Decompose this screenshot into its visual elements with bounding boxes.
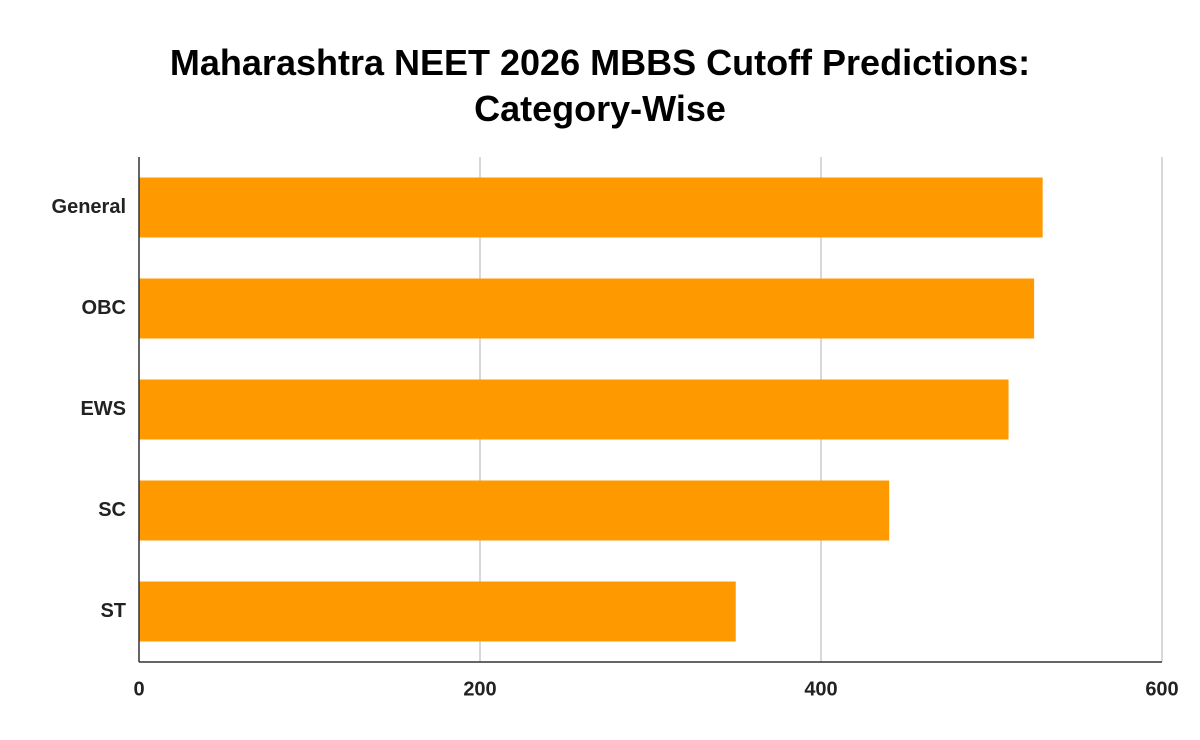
y-tick-label: General xyxy=(52,196,126,218)
bar xyxy=(139,278,1035,339)
x-tick-label: 0 xyxy=(133,678,144,700)
x-tick-label: 400 xyxy=(804,678,837,700)
bar xyxy=(139,480,890,541)
x-tick-label: 600 xyxy=(1145,678,1178,700)
bar xyxy=(139,581,736,642)
bar xyxy=(139,177,1043,238)
y-tick-label: EWS xyxy=(80,398,126,420)
bar xyxy=(139,379,1009,440)
y-tick-label: SC xyxy=(98,499,126,521)
y-tick-label: ST xyxy=(100,600,126,622)
y-tick-label: OBC xyxy=(82,297,126,319)
x-tick-label: 200 xyxy=(463,678,496,700)
chart-title: Maharashtra NEET 2026 MBBS Cutoff Predic… xyxy=(169,42,1031,129)
